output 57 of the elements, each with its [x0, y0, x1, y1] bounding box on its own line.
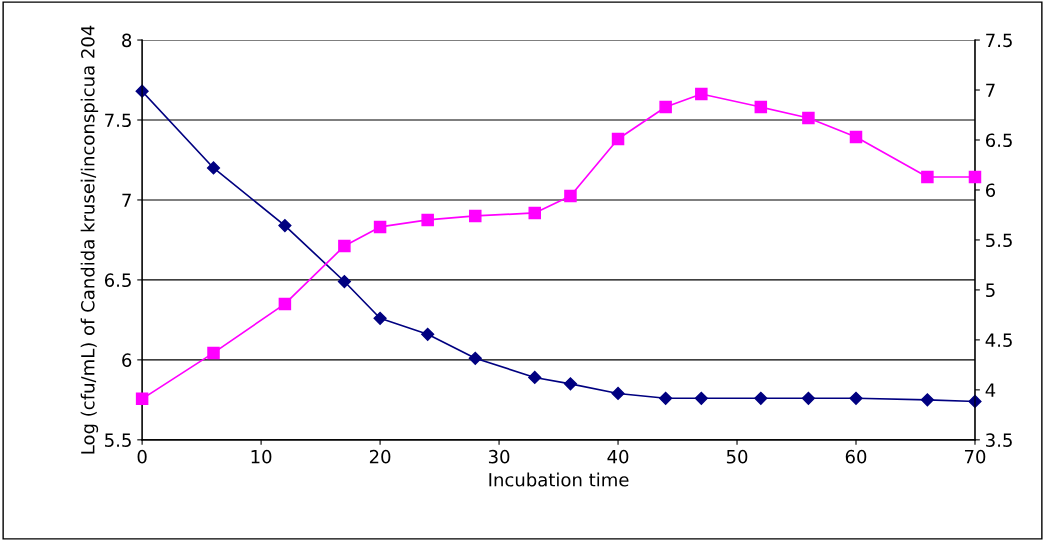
x-axis-title: Incubation time — [489, 472, 629, 487]
x-tick-label: 0 — [137, 449, 147, 464]
point — [338, 239, 351, 253]
x-tick-label: 20 — [369, 449, 391, 464]
point — [695, 87, 708, 101]
point — [849, 130, 863, 144]
point — [611, 132, 625, 146]
x-tick-label: 50 — [726, 449, 748, 464]
point — [421, 327, 435, 341]
point — [694, 391, 708, 405]
x-tick-label: 10 — [251, 449, 272, 464]
point — [337, 274, 351, 289]
x-tick-label: 60 — [845, 449, 867, 464]
y-tick-label: 6 — [122, 353, 132, 367]
point — [469, 209, 482, 223]
x-tick-label: 40 — [607, 449, 629, 464]
point — [528, 206, 542, 220]
y-tick-label: 7 — [122, 193, 131, 207]
point — [921, 170, 934, 184]
point — [278, 218, 292, 233]
point — [421, 213, 434, 227]
y2-tick-label: 4 — [985, 383, 996, 397]
y2-tick-label: 5.5 — [986, 233, 1012, 248]
y-tick-label: 8 — [122, 33, 132, 48]
point — [754, 100, 768, 114]
point — [611, 386, 625, 401]
y2-tick-label: 5 — [986, 283, 995, 298]
point — [920, 393, 934, 407]
y-axis-title: Log (cfu/mL) of Candida krusei/inconspicua 204 — [80, 25, 99, 454]
point — [207, 346, 220, 360]
y2-tick-label: 7.5 — [986, 33, 1012, 48]
point — [659, 391, 673, 405]
point — [564, 189, 577, 203]
y2-tick-label: 3.5 — [986, 433, 1012, 447]
x-tick-label: 30 — [488, 449, 510, 464]
point — [659, 100, 672, 114]
point — [373, 311, 387, 325]
x-tick-label: 70 — [964, 449, 986, 464]
y2-tick-label: 6.5 — [985, 133, 1012, 148]
y2-tick-label: 4.5 — [985, 333, 1012, 347]
point — [468, 351, 482, 365]
y-tick-label: 7.5 — [105, 113, 131, 128]
point — [278, 297, 292, 311]
point — [802, 111, 815, 125]
point — [373, 220, 387, 234]
y2-tick-label: 7 — [986, 83, 995, 97]
point — [754, 391, 768, 405]
y-tick-label: 5.5 — [105, 433, 131, 447]
point — [528, 370, 542, 385]
point — [563, 377, 578, 391]
point — [801, 391, 816, 405]
point — [135, 392, 149, 406]
point — [849, 391, 863, 405]
point — [968, 170, 982, 184]
y-tick-label: 6.5 — [104, 273, 131, 288]
point — [206, 161, 221, 175]
y2-tick-label: 6 — [985, 183, 996, 198]
